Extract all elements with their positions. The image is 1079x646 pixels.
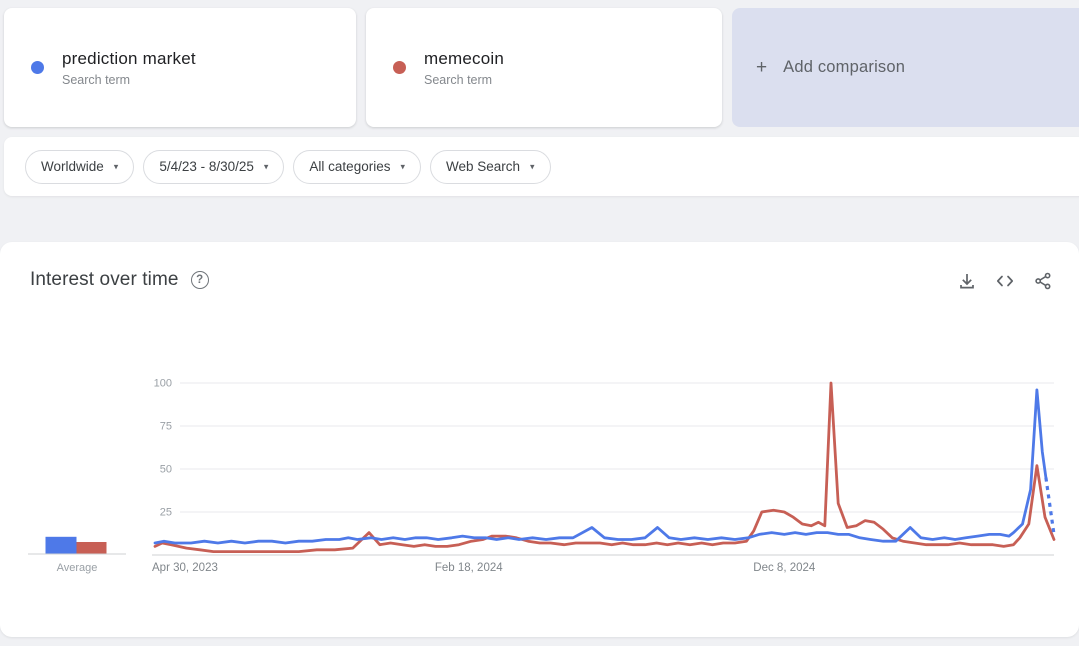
chevron-down-icon: ▾ <box>530 161 535 172</box>
terms-row: prediction market Search term memecoin S… <box>4 8 1079 127</box>
series-line-memecoin <box>153 381 1056 554</box>
x-tick-label: Dec 8, 2024 <box>753 562 816 574</box>
series-line-prediction-market <box>153 388 1048 545</box>
interest-over-time-card: 25 50 75 100 Apr 30, 2023 Feb 18, 2024 Dec 8, … <box>0 242 1079 637</box>
filter-region-label: Worldwide <box>41 159 104 174</box>
average-bar-prediction-market <box>45 536 77 554</box>
series-color-dot-blue <box>31 61 44 74</box>
help-glyph: ? <box>196 274 204 286</box>
add-comparison-label: Add comparison <box>783 58 906 76</box>
download-icon[interactable] <box>957 271 977 291</box>
average-label: Average <box>57 562 98 574</box>
filter-daterange-dropdown[interactable]: 5/4/23 - 8/30/25 ▾ <box>143 149 285 184</box>
help-icon[interactable]: ? <box>190 271 209 289</box>
chevron-down-icon: ▾ <box>263 161 269 172</box>
widget-title: Interest over time <box>30 269 179 290</box>
y-tick-label: 75 <box>160 421 172 433</box>
chevron-down-icon: ▾ <box>400 161 405 172</box>
series-dashed-tail-prediction-market <box>1044 477 1056 535</box>
filter-region-dropdown[interactable]: Worldwide ▾ <box>25 149 135 184</box>
term-text: memecoin Search term <box>424 49 504 87</box>
plus-icon: + <box>756 56 768 78</box>
term-card-memecoin[interactable]: memecoin Search term <box>366 8 722 127</box>
y-tick-label: 100 <box>154 378 172 390</box>
term-card-prediction-market[interactable]: prediction market Search term <box>4 8 356 127</box>
add-comparison-button[interactable]: + Add comparison <box>732 8 1079 127</box>
filter-searchtype-label: Web Search <box>446 159 521 174</box>
x-tick-label: Feb 18, 2024 <box>435 562 503 574</box>
filter-daterange-label: 5/4/23 - 8/30/25 <box>159 159 254 174</box>
filter-category-label: All categories <box>309 159 391 174</box>
filter-bar: Worldwide ▾ 5/4/23 - 8/30/25 ▾ All categ… <box>4 137 1079 196</box>
term-text: prediction market Search term <box>62 49 196 87</box>
x-tick-label: Apr 30, 2023 <box>152 562 218 574</box>
share-icon[interactable] <box>1033 271 1053 291</box>
y-tick-label: 25 <box>160 507 172 519</box>
chevron-down-icon: ▾ <box>113 161 119 172</box>
term-label: memecoin <box>424 48 505 68</box>
interest-over-time-chart[interactable]: 25 50 75 100 Apr 30, 2023 Feb 18, 2024 Dec 8, … <box>0 242 1079 637</box>
term-sublabel: Search term <box>424 72 493 87</box>
term-sublabel: Search term <box>62 72 131 87</box>
average-bar-memecoin <box>76 542 107 554</box>
widget-header: Interest over time ? <box>30 269 209 291</box>
embed-code-icon[interactable] <box>995 271 1015 291</box>
chart-toolbar <box>957 271 1053 291</box>
term-label: prediction market <box>62 48 196 68</box>
filter-searchtype-dropdown[interactable]: Web Search ▾ <box>430 149 551 184</box>
filter-category-dropdown[interactable]: All categories ▾ <box>293 149 421 184</box>
y-tick-label: 50 <box>160 464 172 476</box>
series-color-dot-red <box>393 61 406 74</box>
